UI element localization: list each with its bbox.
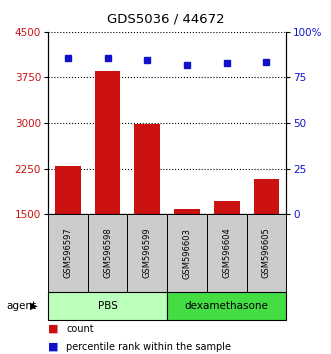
Bar <box>214 201 240 214</box>
Text: ■: ■ <box>48 324 59 334</box>
Text: ■: ■ <box>48 342 59 352</box>
Bar <box>55 166 81 214</box>
Text: GSM596603: GSM596603 <box>182 228 192 279</box>
Text: GDS5036 / 44672: GDS5036 / 44672 <box>107 12 224 25</box>
Bar <box>174 209 200 214</box>
Text: agent: agent <box>7 301 37 311</box>
Text: GSM596604: GSM596604 <box>222 228 231 279</box>
Text: dexamethasone: dexamethasone <box>185 301 269 311</box>
Text: PBS: PBS <box>98 301 118 311</box>
Bar <box>134 124 160 214</box>
Bar <box>95 72 120 214</box>
Text: GSM596599: GSM596599 <box>143 228 152 279</box>
Text: GSM596605: GSM596605 <box>262 228 271 279</box>
Text: percentile rank within the sample: percentile rank within the sample <box>66 342 231 352</box>
Text: ▶: ▶ <box>30 301 37 311</box>
Bar <box>254 179 279 214</box>
Text: GSM596597: GSM596597 <box>63 228 72 279</box>
Text: GSM596598: GSM596598 <box>103 228 112 279</box>
Text: count: count <box>66 324 94 334</box>
